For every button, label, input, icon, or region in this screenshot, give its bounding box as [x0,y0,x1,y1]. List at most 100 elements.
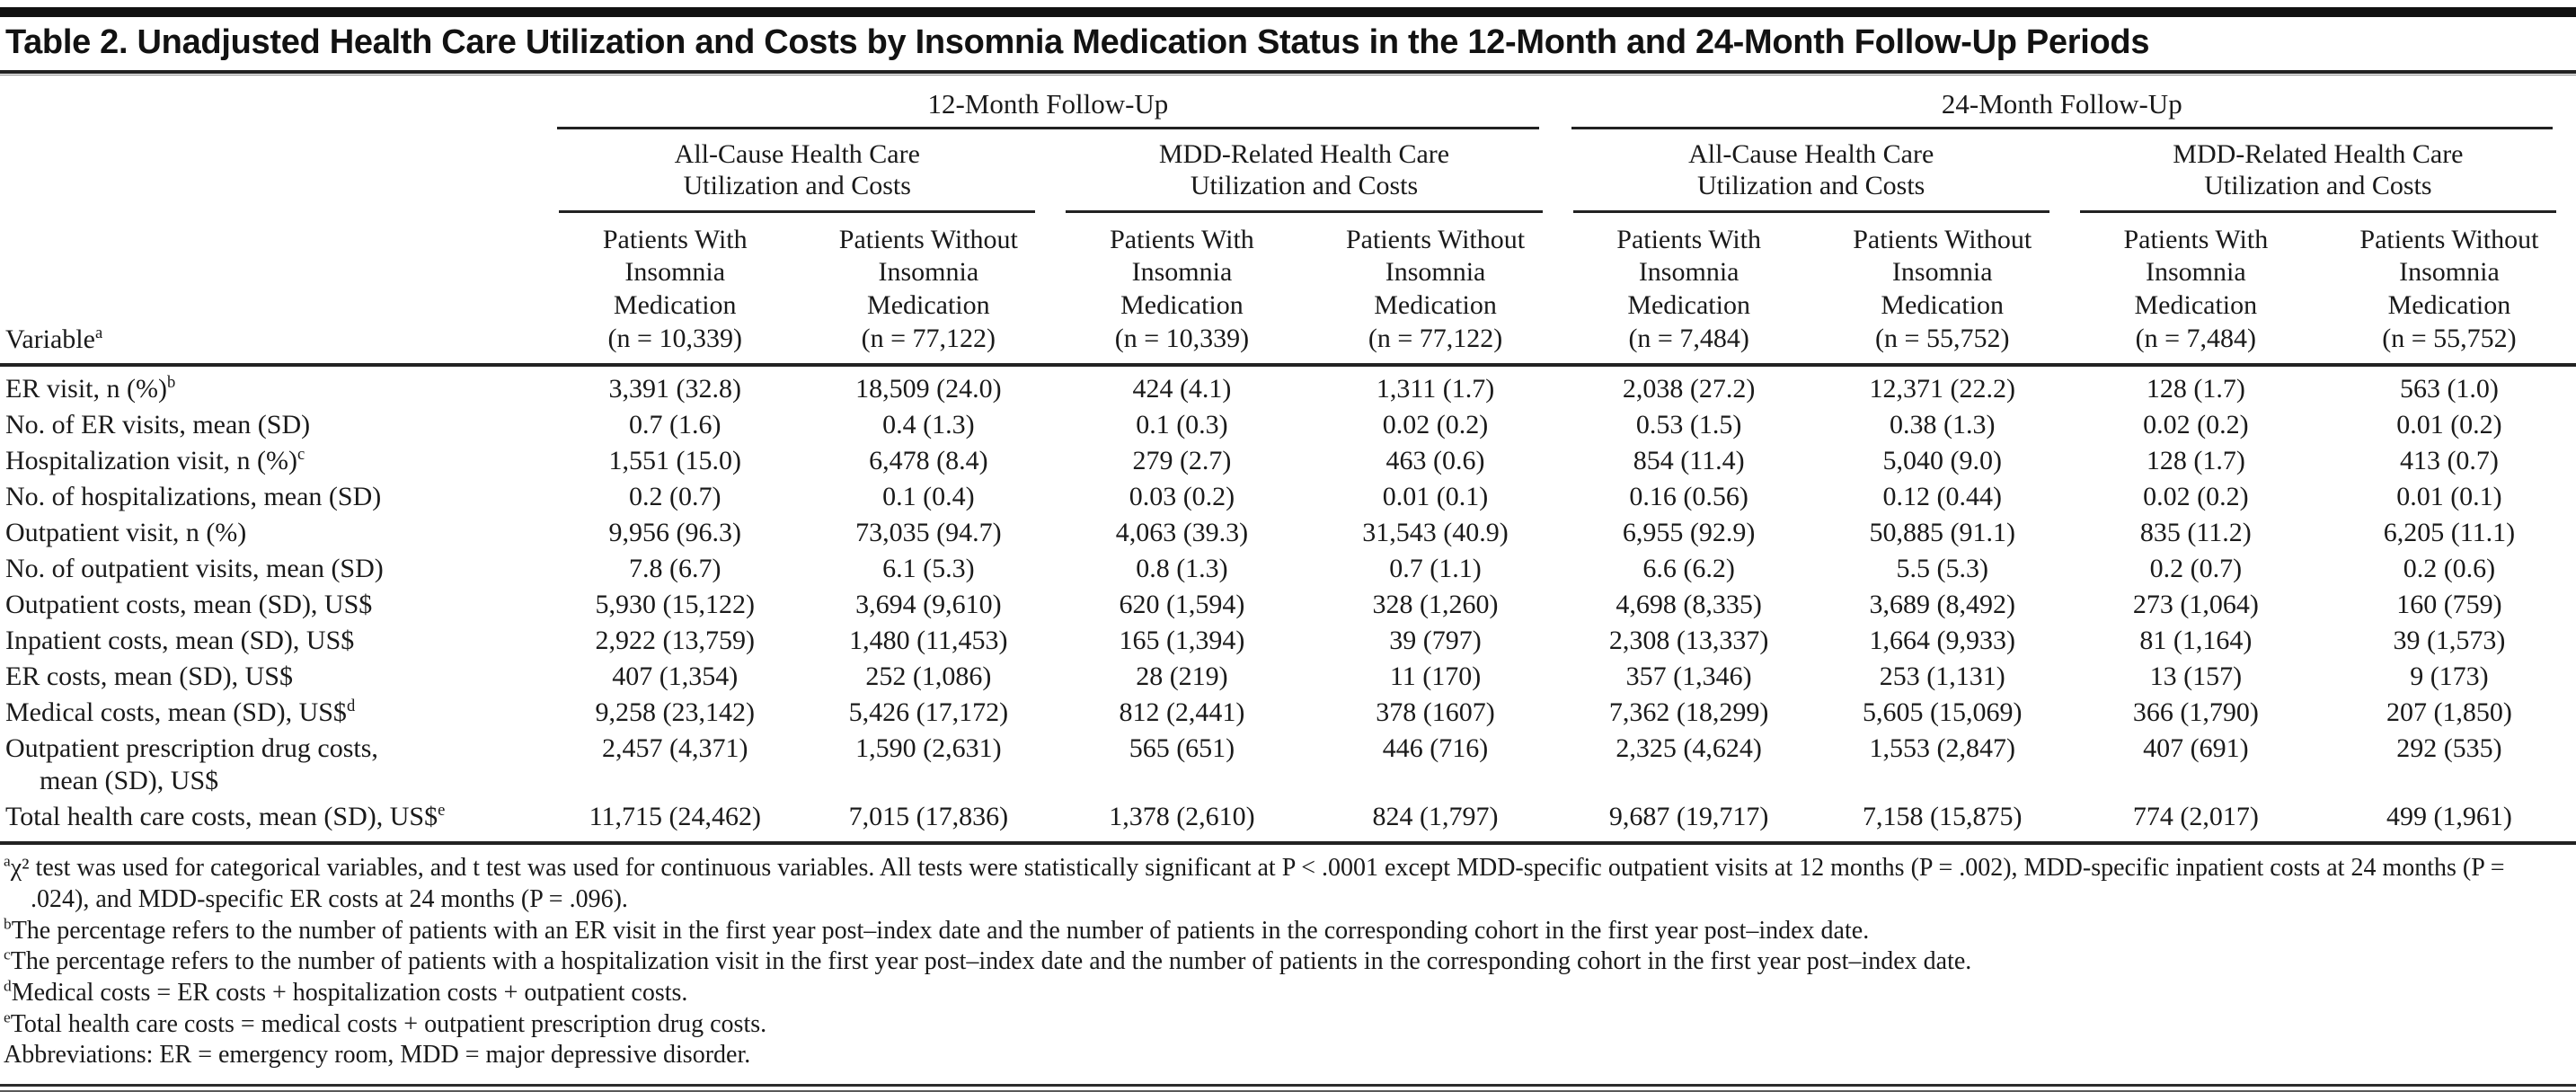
row-variable-label: No. of outpatient visits, mean (SD) [5,554,384,584]
cell-value: 5,040 (9.0) [1882,446,2002,476]
variable-sup: c [297,445,305,465]
cell-value: 50,885 (91.1) [1869,518,2015,548]
cell-value: 128 (1.7) [2146,446,2245,476]
row-variable-label: Hospitalization visit, n (%)c [5,445,305,476]
table-row: Medical costs, mean (SD), US$d 9,258 (23,… [0,695,2576,731]
cell-value: 6,205 (11.1) [2383,518,2516,548]
cell-value: 3,694 (9,610) [855,590,1002,620]
period-header-12m-label: 12-Month Follow-Up [557,75,1539,129]
cell-value: 12,371 (22.2) [1869,374,2015,404]
cell-value: 0.1 (0.3) [1136,410,1228,440]
variable-column-header: Variablea [0,212,549,368]
cell-value: 11,715 (24,462) [548,799,802,846]
table-row: No. of ER visits, mean (SD) 0.7 (1.6) 0.4 … [0,407,2576,443]
table-row: ER costs, mean (SD), US$ 407 (1,354) 252 (… [0,659,2576,695]
cell-value: 407 (691) [2143,733,2249,764]
cell-value: 9,258 (23,142) [595,697,755,728]
group-header-label: MDD-Related Health Care Utilization and C… [2079,129,2556,213]
cell-value: 7.8 (6.7) [629,554,721,584]
table-row: Outpatient visit, n (%) 9,956 (96.3) 73,03… [0,515,2576,551]
footnote-sup: a [4,852,11,870]
cell-value: 5.5 (5.3) [1896,554,1988,584]
table-header: 12-Month Follow-Up 24-Month Follow-Up Al… [0,75,2576,368]
column-header-row: Variablea Patients With Insomnia Medicatio… [0,212,2576,368]
cell-value: 207 (1,850) [2386,697,2512,728]
cell-value: 4,063 (39.3) [1115,518,1249,548]
cell-value: 3,689 (8,492) [1869,590,2015,620]
row-variable-label: Outpatient visit, n (%) [5,518,247,548]
period-header-24m: 24-Month Follow-Up [1562,75,2576,129]
cell-value: 1,664 (9,933) [1869,626,2015,656]
row-variable-label: Total health care costs, mean (SD), US$e [0,799,549,846]
cell-value: 7,015 (17,836) [801,799,1056,846]
variable-sup: d [346,697,356,716]
cell-value: 0.02 (0.2) [2143,410,2249,440]
cell-value: 160 (759) [2396,590,2502,620]
cell-value: 13 (157) [2149,661,2243,692]
cell-value: 9 (173) [2410,661,2489,692]
variable-column-header-sup: a [94,324,103,343]
cell-value: 7,158 (15,875) [1815,799,2069,846]
row-variable-label: Medical costs, mean (SD), US$d [5,697,356,728]
table-body: ER visit, n (%)b 3,391 (32.8) 18,509 (24.0… [0,365,2576,846]
cell-value: 0.01 (0.1) [2396,482,2502,512]
footnote: cThe percentage refers to the number of … [4,946,1972,976]
group-header: All-Cause Health Care Utilization and Cos… [548,129,1055,213]
cell-value: 165 (1,394) [1119,626,1245,656]
cell-value: 563 (1.0) [2399,374,2499,404]
table-row: Inpatient costs, mean (SD), US$ 2,922 (13… [0,623,2576,659]
cell-value: 446 (716) [1382,733,1489,764]
cell-value: 5,605 (15,069) [1862,697,2023,728]
cell-value: 1,311 (1.7) [1376,374,1495,404]
cell-value: 1,590 (2,631) [855,733,1002,764]
group-header: All-Cause Health Care Utilization and Cos… [1562,129,2069,213]
column-header: Patients With Insomnia Medication (n = 10,3… [548,212,802,368]
cell-value: 0.01 (0.1) [1382,482,1489,512]
cell-value: 0.4 (1.3) [882,410,975,440]
cell-value: 5,930 (15,122) [595,590,755,620]
cell-value: 463 (0.6) [1385,446,1485,476]
row-variable-label: No. of ER visits, mean (SD) [5,410,311,440]
row-variable-label: No. of hospitalizations, mean (SD) [5,482,382,512]
footnote: bThe percentage refers to the number of … [4,915,1870,945]
column-header: Patients Without Insomnia Medication (n = 5… [2322,212,2576,368]
column-header: Patients Without Insomnia Medication (n = 7… [801,212,1056,368]
cell-value: 0.7 (1.1) [1389,554,1482,584]
row-variable-label: Outpatient prescription drug costs, mean … [0,731,548,799]
cell-value: 424 (4.1) [1132,374,1232,404]
cell-value: 128 (1.7) [2146,374,2245,404]
group-header-label: MDD-Related Health Care Utilization and C… [1066,129,1543,213]
cell-value: 253 (1,131) [1879,661,2005,692]
cell-value: 378 (1607) [1376,697,1495,728]
cell-value: 0.01 (0.2) [2396,410,2502,440]
row-variable-label: Inpatient costs, mean (SD), US$ [5,626,355,656]
cell-value: 328 (1,260) [1372,590,1499,620]
cell-value: 413 (0.7) [2399,446,2499,476]
utilization-costs-table: 12-Month Follow-Up 24-Month Follow-Up Al… [0,75,2576,846]
table-row: Total health care costs, mean (SD), US$e… [0,799,2576,846]
table-figure: Table 2. Unadjusted Health Care Utilizat… [0,7,2576,1092]
cell-value: 0.2 (0.6) [2403,554,2496,584]
title-rule [0,70,2576,75]
cell-value: 2,038 (27.2) [1622,374,1756,404]
footnote-sup: d [4,977,12,995]
footnote: eTotal health care costs = medical costs… [4,1008,767,1038]
cell-value: 3,391 (32.8) [608,374,741,404]
cell-value: 9,687 (19,717) [1562,799,1816,846]
cell-value: 18,509 (24.0) [855,374,1002,404]
cell-value: 6.1 (5.3) [882,554,975,584]
cell-value: 28 (219) [1136,661,1228,692]
variable-sup: b [167,373,176,393]
table-row: Hospitalization visit, n (%)c 1,551 (15.0… [0,443,2576,479]
cell-value: 39 (797) [1389,626,1482,656]
cell-value: 407 (1,354) [612,661,739,692]
cell-value: 0.02 (0.2) [1382,410,1489,440]
cell-value: 6.6 (6.2) [1642,554,1735,584]
footnote: dMedical costs = ER costs + hospitalizat… [4,977,688,1008]
cell-value: 7,362 (18,299) [1608,697,1769,728]
table-row: No. of outpatient visits, mean (SD) 7.8 (… [0,551,2576,587]
cell-value: 854 (11.4) [1633,446,1745,476]
table-row: ER visit, n (%)b 3,391 (32.8) 18,509 (24.0… [0,365,2576,407]
column-header: Patients With Insomnia Medication (n = 7,48… [2068,212,2323,368]
cell-value: 273 (1,064) [2132,590,2259,620]
